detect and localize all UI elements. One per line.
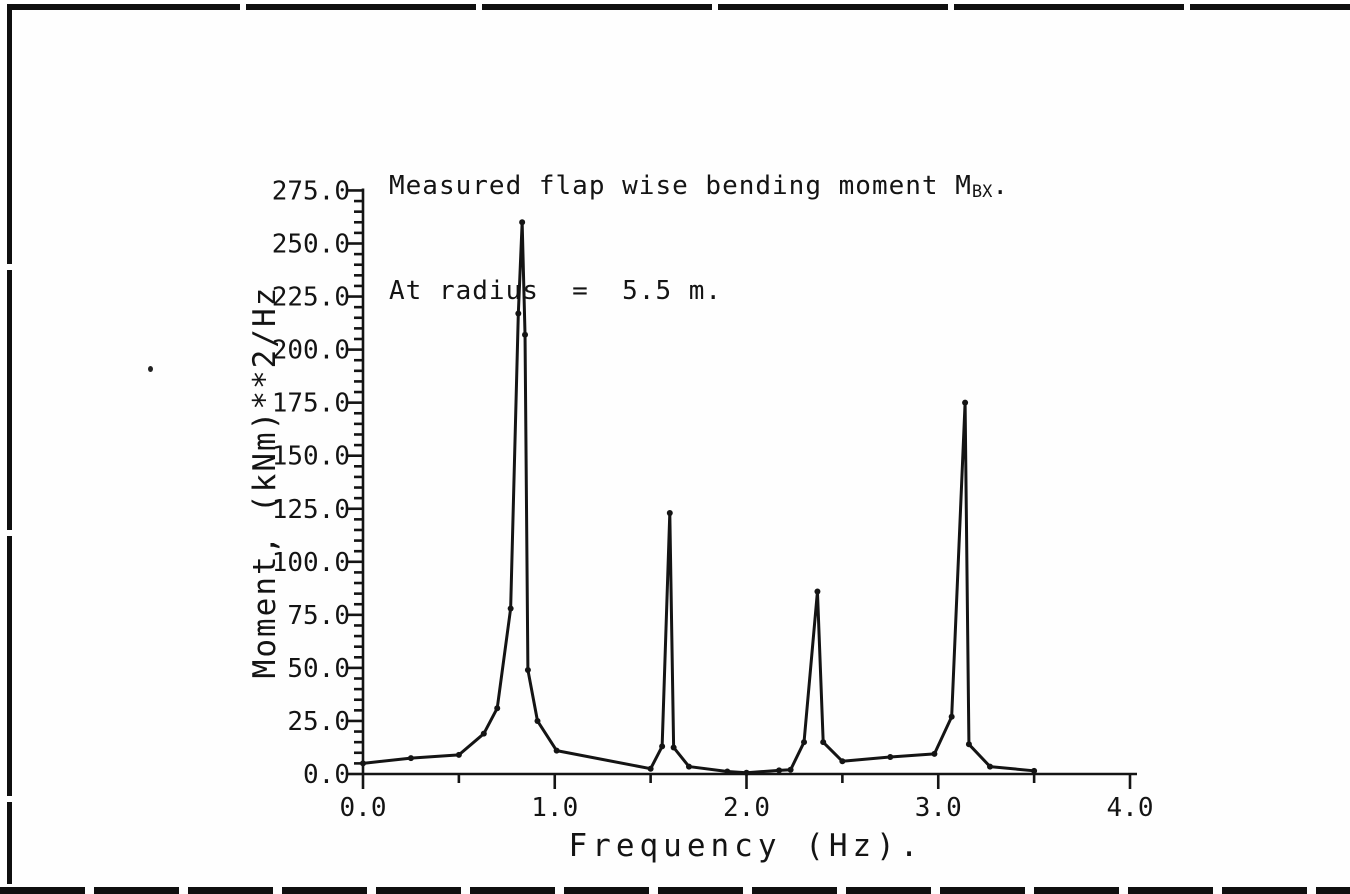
y-tick-label: 200.0 — [272, 336, 350, 366]
data-point-marker — [360, 760, 366, 767]
data-point-marker — [839, 758, 846, 765]
data-point-marker — [987, 763, 994, 770]
y-tick-label: 100.0 — [272, 548, 350, 578]
y-tick-label: 0.0 — [303, 760, 350, 790]
data-point-marker — [666, 509, 673, 516]
data-point-marker — [962, 399, 969, 406]
data-point-marker — [659, 743, 666, 750]
data-point-marker — [965, 741, 972, 748]
data-point-marker — [524, 667, 531, 674]
axis-line — [361, 188, 1137, 776]
data-point-marker — [887, 754, 894, 761]
chart-title-subscript: BX — [971, 182, 993, 202]
data-point-marker — [480, 730, 487, 737]
x-tick-label: 2.0 — [723, 793, 770, 823]
data-point-marker — [814, 588, 821, 595]
x-tick-label: 4.0 — [1107, 793, 1154, 823]
data-point-marker — [519, 219, 526, 226]
x-tick-label: 0.0 — [340, 793, 387, 823]
data-point-marker — [743, 769, 750, 776]
data-point-marker — [1031, 767, 1038, 774]
y-tick-label: 150.0 — [272, 442, 350, 472]
chart-title-line2: At radius = 5.5 m. — [389, 276, 723, 306]
data-point-marker — [787, 766, 794, 773]
scan-speckle — [148, 366, 153, 372]
data-point-marker — [553, 747, 560, 754]
data-point-marker — [931, 750, 938, 757]
chart-title-block: Measured flap wise bending moment MBX. A… — [389, 104, 1009, 374]
x-axis-label: Frequency (Hz). — [568, 828, 924, 864]
data-point-marker — [776, 767, 783, 774]
x-tick-label: 3.0 — [915, 793, 962, 823]
chart-title-line1: Measured flap wise bending moment MBX. — [389, 170, 1009, 209]
data-point-marker — [515, 310, 522, 317]
data-point-marker — [534, 717, 541, 724]
data-point-marker — [647, 765, 654, 772]
data-point-marker — [685, 763, 692, 770]
page-border-top — [10, 4, 1350, 10]
page-border-left — [7, 4, 12, 884]
data-point-marker — [948, 713, 955, 720]
data-point-marker — [455, 751, 462, 758]
data-point-marker — [820, 739, 827, 746]
x-tick-label: 1.0 — [531, 793, 578, 823]
data-point-marker — [507, 605, 514, 612]
data-point-marker — [494, 705, 501, 712]
y-tick-label: 275.0 — [272, 176, 350, 206]
data-point-marker — [522, 331, 529, 338]
data-point-marker — [407, 755, 414, 762]
y-tick-label: 250.0 — [272, 230, 350, 260]
page-border-bottom — [0, 887, 1350, 894]
y-tick-label: 125.0 — [272, 495, 350, 525]
y-tick-label: 225.0 — [272, 283, 350, 313]
y-tick-label: 50.0 — [287, 654, 350, 684]
y-tick-label: 75.0 — [287, 601, 350, 631]
chart-title-text: Measured flap wise bending moment M — [389, 171, 972, 201]
chart-title-period: . — [992, 171, 1010, 201]
y-tick-label: 25.0 — [287, 707, 350, 737]
data-point-marker — [670, 744, 677, 751]
data-point-marker — [801, 739, 808, 746]
data-point-marker — [724, 768, 731, 775]
spectrum-curve — [361, 220, 1036, 775]
y-tick-label: 175.0 — [272, 389, 350, 419]
